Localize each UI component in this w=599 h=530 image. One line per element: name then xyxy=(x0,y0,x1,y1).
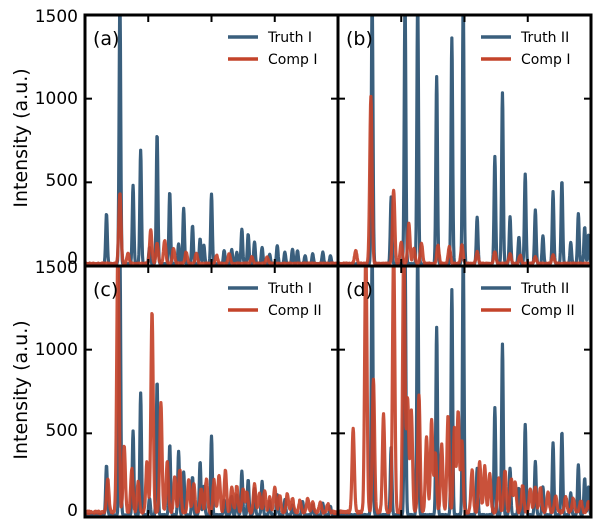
panel-a: (a) Truth I Comp I xyxy=(83,13,340,268)
plot-area-d xyxy=(338,266,591,517)
panel-b: (b) Truth II Comp I xyxy=(336,13,593,268)
series-c-comp-ii xyxy=(85,266,338,516)
panel-label-c: (c) xyxy=(93,279,118,301)
panel-c: (c) Truth I Comp II xyxy=(83,264,340,519)
legend-label-c-0: Truth I xyxy=(267,281,312,297)
series-c-truth-i xyxy=(85,266,338,517)
series-d-truth-ii xyxy=(338,266,591,517)
legend-label-d-0: Truth II xyxy=(520,281,569,297)
series-d-comp-ii xyxy=(338,266,591,515)
ytick-c-1500: 1500 xyxy=(35,258,78,278)
ytick-c-500: 500 xyxy=(46,421,78,441)
ytick-c-1000: 1000 xyxy=(35,340,78,360)
y-axis-label-top: Intensity (a.u.) xyxy=(10,68,32,207)
ytick-a-0: 0 xyxy=(67,249,78,269)
legend-label-b-0: Truth II xyxy=(520,30,569,46)
legend-label-c-1: Comp II xyxy=(268,303,322,319)
panel-d: (d) Truth II Comp II xyxy=(336,264,593,519)
ytick-a-1500: 1500 xyxy=(35,7,78,27)
legend-label-a-1: Comp I xyxy=(268,52,317,68)
legend-label-b-1: Comp I xyxy=(521,52,570,68)
legend-label-d-1: Comp II xyxy=(521,303,575,319)
ytick-c-0: 0 xyxy=(67,501,78,521)
panel-label-a: (a) xyxy=(93,28,119,50)
ytick-a-1000: 1000 xyxy=(35,89,78,109)
y-axis-label-bottom: Intensity (a.u.) xyxy=(10,320,32,459)
panel-label-d: (d) xyxy=(346,279,373,301)
panel-label-b: (b) xyxy=(346,28,373,50)
legend-label-a-0: Truth I xyxy=(267,30,312,46)
ytick-a-500: 500 xyxy=(46,171,78,191)
plot-area-c xyxy=(85,266,338,517)
